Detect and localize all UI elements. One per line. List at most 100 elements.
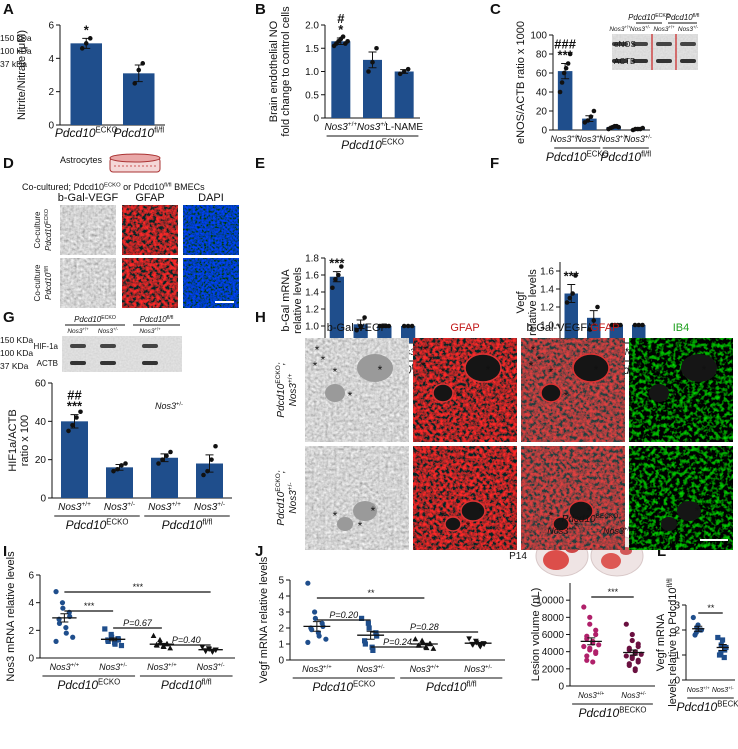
micrograph bbox=[305, 338, 409, 442]
data-point bbox=[573, 273, 578, 278]
superscript: +/- bbox=[113, 327, 119, 332]
y-tick-label: 2 bbox=[278, 624, 284, 635]
significance-label: *** bbox=[329, 256, 345, 271]
y-axis-label: Vegf mRNA bbox=[655, 613, 667, 671]
lane-label: Nos3+/+ bbox=[547, 526, 577, 536]
lesion-marker: * bbox=[639, 343, 644, 357]
text-part: Nos3 bbox=[288, 383, 299, 407]
lane-label: Nos3+/- bbox=[678, 25, 699, 33]
vessel bbox=[677, 501, 701, 521]
blot-image bbox=[612, 34, 698, 70]
text-part: Nos3 bbox=[609, 26, 625, 33]
error-bar bbox=[134, 64, 143, 83]
error-bar bbox=[336, 37, 345, 46]
y-axis-label: b-Gal mRNA bbox=[280, 269, 292, 332]
superscript: +/+ bbox=[287, 373, 294, 383]
data-point bbox=[559, 80, 565, 85]
superscript: fl/fl bbox=[164, 183, 171, 189]
text-part: GFAP bbox=[590, 322, 619, 334]
significance-label: * bbox=[84, 22, 90, 37]
data-point bbox=[477, 644, 484, 650]
data-point bbox=[105, 638, 111, 644]
text-part: b-Gal-VEGF bbox=[327, 322, 388, 334]
text-part: L-NAME bbox=[385, 122, 423, 133]
superscript: +/+ bbox=[625, 25, 632, 30]
y-tick-label: 0 bbox=[541, 126, 547, 137]
lesion-marker: * bbox=[594, 363, 599, 377]
data-point bbox=[635, 659, 641, 665]
significance-label: * bbox=[338, 22, 344, 37]
significance-label: *** bbox=[67, 399, 83, 414]
data-point bbox=[616, 124, 621, 130]
micrograph bbox=[122, 258, 178, 308]
y-tick-label: 1.6 bbox=[540, 267, 554, 278]
vessel bbox=[444, 516, 462, 532]
superscript: BECKO bbox=[596, 513, 619, 520]
vessel bbox=[681, 354, 717, 382]
data-point bbox=[312, 609, 318, 615]
error-bar bbox=[585, 115, 594, 122]
data-point bbox=[373, 630, 379, 636]
error-bar bbox=[356, 319, 365, 330]
x-tick-label: Nos3+/+ bbox=[599, 134, 629, 144]
micrograph bbox=[183, 205, 239, 255]
data-point bbox=[632, 667, 638, 674]
text-part: GFAP bbox=[450, 322, 479, 334]
superscript: fl/fl bbox=[202, 517, 212, 526]
bar bbox=[329, 276, 344, 343]
error-bar bbox=[380, 325, 389, 327]
text-part: Nos3 bbox=[653, 26, 669, 33]
text-part: Pdcd10 bbox=[579, 706, 620, 720]
lesion-marker: * bbox=[456, 389, 461, 403]
superscript: +/- bbox=[217, 501, 225, 508]
overlay bbox=[521, 338, 625, 442]
text-part: Pdcd10 bbox=[546, 150, 587, 164]
data-point bbox=[466, 636, 472, 642]
column-header: b-Gal-VEGF bbox=[327, 322, 388, 334]
text-part: Nos3 bbox=[67, 328, 83, 335]
lesion-marker: * bbox=[682, 519, 687, 533]
text-part: Nos3 bbox=[99, 662, 120, 672]
text-part: levels relative to Pdcd10 bbox=[667, 587, 679, 706]
data-point bbox=[111, 468, 116, 474]
blot-header: Pdcd10ECKO bbox=[74, 315, 116, 324]
row-label: Pdcd10ECKO; bbox=[275, 362, 287, 417]
y-axis-label: eNOS/ACTB ratio x 1000 bbox=[515, 21, 527, 144]
text-part: Pdcd10 bbox=[341, 138, 382, 152]
data-point bbox=[584, 636, 590, 642]
text-part: Pdcd10 bbox=[55, 126, 96, 140]
x-tick-label: Nos3+/- bbox=[357, 664, 385, 674]
data-point bbox=[123, 461, 128, 466]
size-marker: 100 kDa bbox=[0, 46, 32, 56]
superscript: +/- bbox=[645, 135, 652, 141]
data-point bbox=[567, 51, 573, 57]
text-part: IB4 bbox=[673, 322, 690, 334]
row-label: Pdcd10ECKO bbox=[44, 209, 53, 251]
y-tick-label: 1.4 bbox=[540, 285, 554, 296]
y-tick-label: 1.8 bbox=[305, 254, 319, 265]
bar bbox=[61, 421, 88, 498]
y-tick-label: 1.5 bbox=[305, 44, 319, 55]
blot-band bbox=[680, 59, 696, 63]
x-tick-label: Nos3+/+ bbox=[147, 662, 177, 672]
lesion-marker: * bbox=[702, 363, 707, 377]
size-marker: 150 KDa bbox=[0, 335, 33, 345]
text-part: Pdcd10 bbox=[312, 680, 353, 694]
significance-label: *** bbox=[564, 269, 580, 284]
y-tick-label: 1.6 bbox=[305, 271, 319, 282]
lesion-marker: * bbox=[371, 504, 376, 518]
y-tick-label: 1.4 bbox=[305, 288, 319, 299]
superscript: fl/fl bbox=[202, 677, 212, 686]
superscript: ECKO bbox=[44, 209, 50, 224]
text-part: Nos3 bbox=[357, 122, 381, 133]
y-tick-label: 1.0 bbox=[305, 322, 319, 333]
micrograph bbox=[413, 446, 517, 550]
image-title: Pdcd10BECKO bbox=[562, 513, 619, 525]
text-part: Pdcd10 bbox=[426, 680, 467, 694]
lesion-marker: * bbox=[321, 353, 326, 367]
data-point bbox=[623, 653, 629, 659]
text-part: Co-culture bbox=[33, 211, 42, 248]
superscript: ECKO bbox=[98, 677, 120, 686]
x-tick-label: Pdcd10fl/fl bbox=[113, 125, 164, 140]
bar bbox=[70, 43, 102, 126]
